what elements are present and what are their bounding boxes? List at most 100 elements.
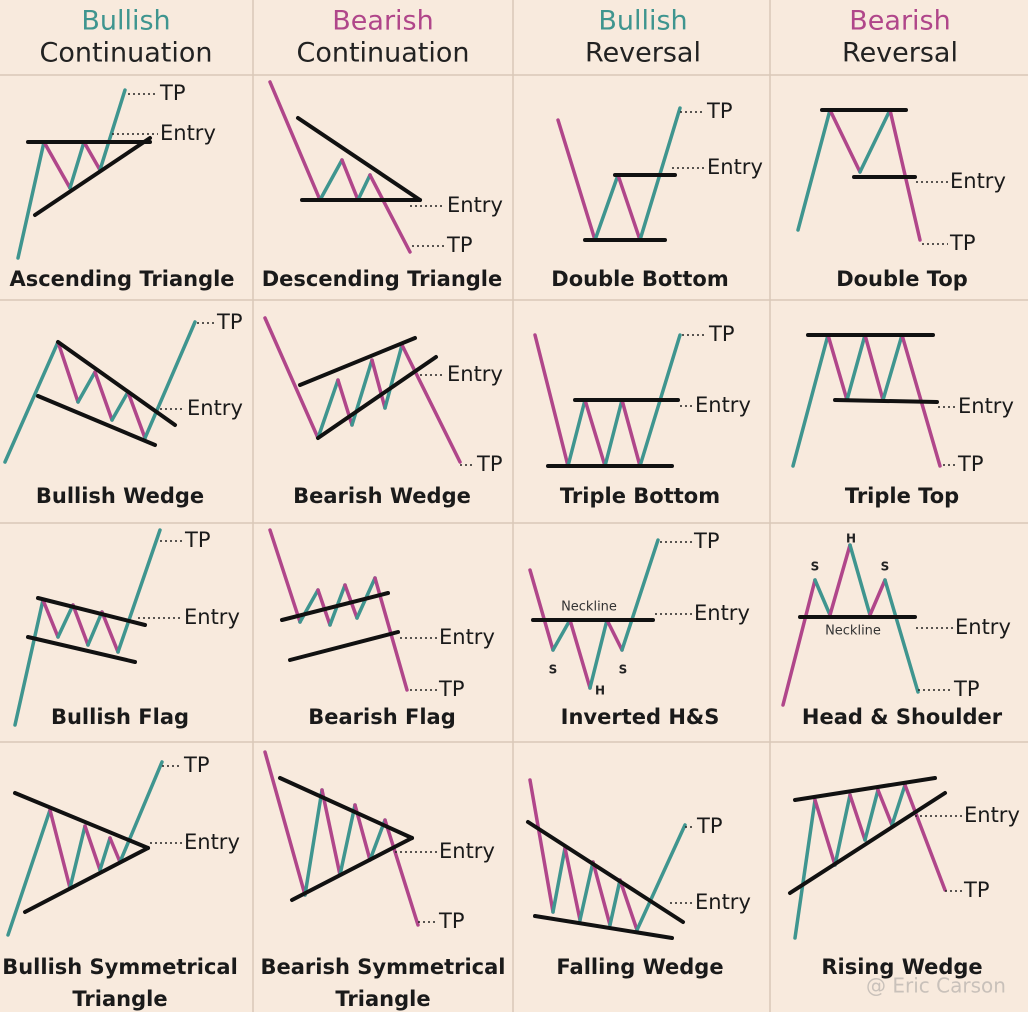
price-swing <box>796 108 832 232</box>
price-swing <box>268 80 322 202</box>
tp-label: TP <box>476 452 503 476</box>
price-swing <box>143 320 197 440</box>
price-swing <box>876 788 894 827</box>
price-swing <box>528 568 555 652</box>
price-swing <box>588 618 609 690</box>
entry-label: Entry <box>695 393 751 417</box>
price-swing <box>368 173 412 254</box>
price-swing <box>303 788 324 897</box>
price-swing <box>116 528 162 654</box>
pattern-name: Rising Wedge <box>821 955 982 979</box>
price-swing <box>48 808 72 890</box>
trend-line <box>290 836 414 902</box>
price-swing <box>56 603 75 639</box>
price-swing <box>858 108 892 174</box>
price-swing <box>616 173 642 242</box>
column-header: Continuation <box>39 38 212 69</box>
entry-label: Entry <box>955 615 1011 639</box>
price-swing <box>833 793 852 867</box>
s1-label: S <box>811 560 820 574</box>
price-swing <box>263 316 320 440</box>
trend-line <box>526 820 685 924</box>
price-swing <box>791 333 830 468</box>
pattern-name: Bearish Flag <box>308 705 455 729</box>
price-swing <box>848 543 872 617</box>
price-swing <box>608 878 622 927</box>
entry-label: Entry <box>964 803 1020 827</box>
price-swing <box>556 118 597 242</box>
pattern-name: Bullish Flag <box>51 705 189 729</box>
tp-label: TP <box>957 452 984 476</box>
pattern-name: Triangle <box>335 987 430 1011</box>
price-swing <box>620 538 660 652</box>
price-swing <box>863 788 880 842</box>
tp-label: TP <box>949 231 976 255</box>
trend-line <box>793 776 937 802</box>
entry-label: Entry <box>694 601 750 625</box>
column-header: Bearish <box>332 6 433 37</box>
trend-line <box>316 355 438 440</box>
price-swing <box>71 603 90 647</box>
column-header: Reversal <box>585 38 701 69</box>
price-swing <box>881 333 904 402</box>
entry-label: Entry <box>184 605 240 629</box>
column-header: Bullish <box>81 6 170 37</box>
neckline-label: Neckline <box>825 624 881 639</box>
column-header: Reversal <box>842 38 958 69</box>
pattern-name: Head & Shoulder <box>802 705 1003 729</box>
entry-label: Entry <box>439 625 495 649</box>
pattern-name: Double Bottom <box>551 267 728 291</box>
neckline-label: Neckline <box>561 600 617 615</box>
price-swing <box>263 750 307 897</box>
price-swing <box>603 398 624 468</box>
price-swing <box>383 343 404 410</box>
entry-label: Entry <box>447 193 503 217</box>
price-swing <box>890 783 907 827</box>
pattern-name: Triple Top <box>845 484 959 508</box>
entry-label: Entry <box>695 890 751 914</box>
trend-line <box>23 846 150 914</box>
price-swing <box>863 333 885 402</box>
tp-label: TP <box>216 310 243 334</box>
price-swing <box>781 578 817 707</box>
price-swing <box>318 158 344 202</box>
price-swing <box>591 860 612 927</box>
price-swing <box>903 783 947 892</box>
column-header: Bearish <box>849 6 950 37</box>
tp-label: TP <box>693 529 720 553</box>
s1-label: S <box>549 663 558 677</box>
price-swing <box>583 398 607 468</box>
price-swing <box>41 598 60 639</box>
price-swing <box>578 860 595 922</box>
price-swing <box>340 158 360 202</box>
price-swing <box>3 340 60 464</box>
price-swing <box>42 140 72 190</box>
pattern-name: Ascending Triangle <box>9 267 234 291</box>
price-swing <box>593 173 620 242</box>
price-swing <box>566 398 587 468</box>
pattern-name: Bullish Wedge <box>36 484 204 508</box>
price-swing <box>551 618 572 652</box>
price-swing <box>320 788 342 877</box>
price-swing <box>563 846 582 922</box>
price-swing <box>108 836 122 864</box>
price-swing <box>828 543 852 617</box>
price-swing <box>845 333 867 402</box>
pattern-name: Bullish Symmetrical <box>2 955 238 979</box>
tp-label: TP <box>963 878 990 902</box>
price-swing <box>82 140 102 172</box>
price-swing <box>605 618 624 652</box>
pattern-name: Inverted H&S <box>561 705 720 729</box>
trend-line <box>36 394 157 447</box>
price-swing <box>98 836 112 872</box>
price-swing <box>93 370 114 422</box>
pattern-name: Bearish Wedge <box>293 484 471 508</box>
entry-label: Entry <box>439 839 495 863</box>
entry-label: Entry <box>447 362 503 386</box>
price-swing <box>793 798 817 940</box>
price-swing <box>6 808 52 937</box>
price-swing <box>620 398 642 468</box>
pattern-name: Falling Wedge <box>556 955 723 979</box>
h-label: H <box>595 684 605 698</box>
price-swing <box>16 140 46 260</box>
